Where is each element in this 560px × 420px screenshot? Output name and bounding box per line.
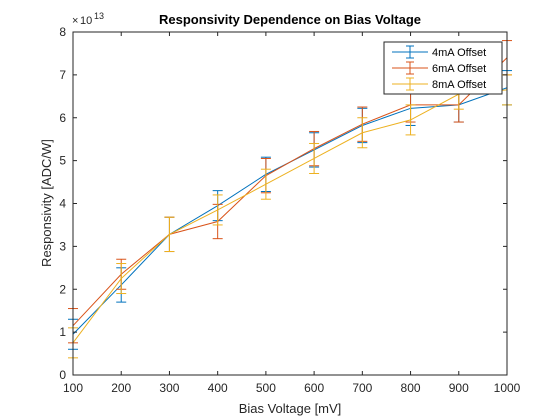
x-tick-label: 800 — [401, 381, 421, 395]
error-bar — [116, 263, 127, 295]
legend: 4mA Offset 6mA Offset 8mA Offset — [383, 41, 503, 95]
y-tick-label: 6 — [59, 111, 66, 125]
error-bar — [405, 104, 416, 136]
x-tick-label: 500 — [256, 381, 276, 395]
error-bar — [309, 142, 320, 174]
legend-item: 6mA Offset — [392, 61, 486, 75]
error-bar — [212, 194, 223, 226]
legend-label: 6mA Offset — [432, 63, 486, 75]
series-line — [72, 89, 508, 344]
legend-item: 4mA Offset — [392, 45, 486, 59]
y-tick-label: 1 — [59, 325, 66, 339]
y-exponent: × 10 13 — [72, 11, 104, 27]
x-tick-label: 1000 — [494, 381, 521, 395]
y-tick-label: 3 — [59, 239, 66, 253]
error-bar — [260, 168, 271, 200]
error-bar — [357, 117, 368, 149]
legend-item: 8mA Offset — [392, 77, 486, 91]
x-tick-label: 900 — [449, 381, 469, 395]
y-tick-label: 7 — [59, 68, 66, 82]
axis-layer: 100 200 300 400 500 600 700 800 900 1000 0 1 2 3 4 5 6 7 8 — [59, 25, 520, 395]
y-tick-label: 2 — [59, 282, 66, 296]
x-tick-label: 700 — [352, 381, 372, 395]
y-exponent-power: 13 — [94, 11, 104, 21]
x-tick-label: 600 — [304, 381, 324, 395]
legend-label: 8mA Offset — [432, 79, 486, 91]
x-axis-label: Bias Voltage [mV] — [239, 401, 342, 416]
series-line — [72, 57, 508, 327]
error-bar — [164, 216, 175, 253]
y-tick-label: 5 — [59, 154, 66, 168]
y-exponent-base: 10 — [80, 15, 92, 27]
x-tick-label: 100 — [63, 381, 83, 395]
y-exponent-multiplier: × — [72, 15, 78, 27]
x-tick-label: 200 — [111, 381, 131, 395]
chart-title: Responsivity Dependence on Bias Voltage — [159, 12, 421, 27]
x-tick-label: 300 — [159, 381, 179, 395]
y-tick-label: 0 — [59, 368, 66, 382]
series-layer — [68, 40, 512, 359]
y-tick-label: 8 — [59, 25, 66, 39]
legend-label: 4mA Offset — [432, 47, 486, 59]
x-tick-label: 400 — [208, 381, 228, 395]
y-tick-label: 4 — [59, 197, 66, 211]
y-axis-label: Responsivity [ADC/W] — [39, 139, 54, 267]
